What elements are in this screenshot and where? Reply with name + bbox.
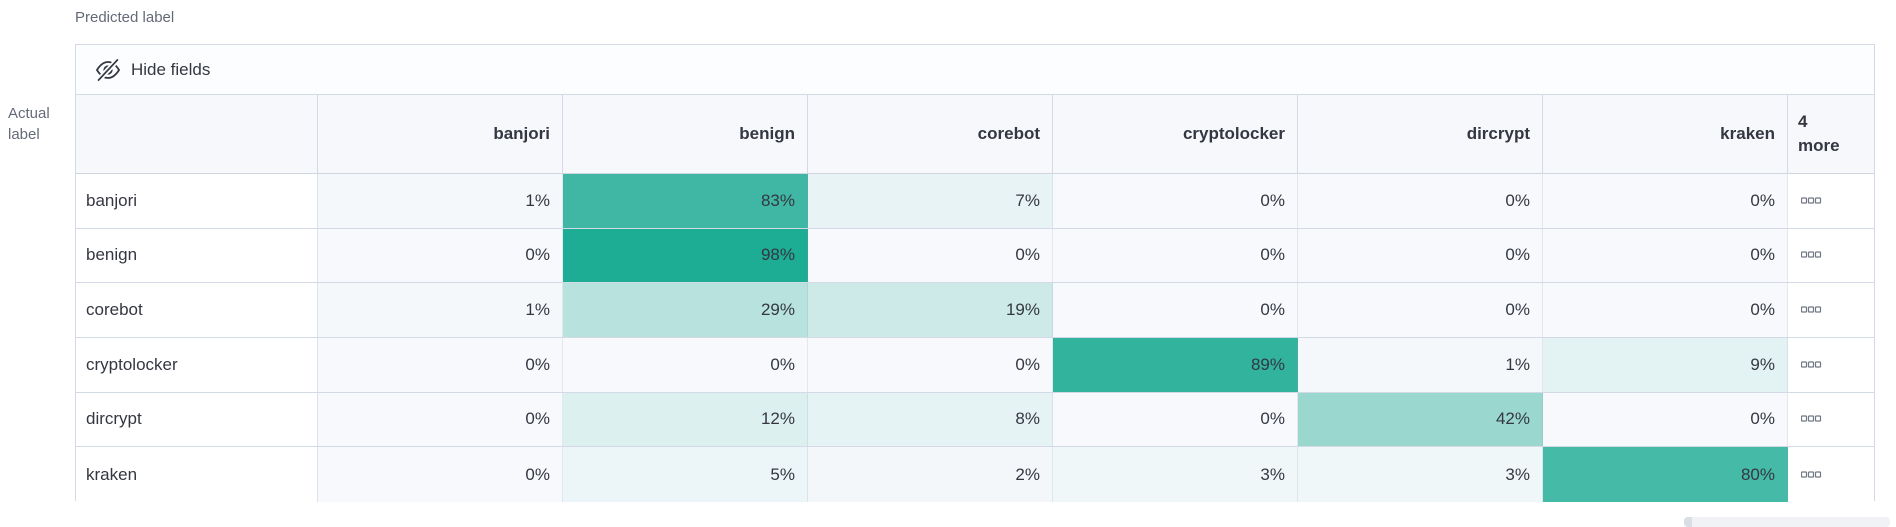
cell-dircrypt-dircrypt: 42% [1298,392,1543,447]
confusion-matrix-grid: Hide fields banjori benign corebot cryptolo… [75,44,1875,502]
matrix-row-benign: benign 0% 98% 0% 0% 0% 0% [76,228,1874,284]
cell-corebot-kraken: 0% [1543,283,1788,337]
cell-corebot-dircrypt: 0% [1298,283,1543,337]
row-label-benign: benign [76,228,318,283]
columns-more-header[interactable]: 4 more [1788,95,1874,173]
more-count: 4 [1798,112,1808,131]
grid-toolbar: Hide fields [76,45,1874,95]
cell-kraken-cryptolocker: 3% [1053,447,1298,502]
hide-fields-button[interactable]: Hide fields [95,57,210,83]
cell-dircrypt-benign: 12% [563,392,808,447]
eye-closed-icon [95,57,121,83]
cell-kraken-banjori: 0% [318,447,563,502]
row-actions-kraken[interactable] [1788,447,1874,502]
cell-dircrypt-banjori: 0% [318,392,563,447]
cell-dircrypt-cryptolocker: 0% [1053,392,1298,447]
row-actions-dircrypt[interactable] [1788,392,1874,447]
cell-cryptolocker-corebot: 0% [808,337,1053,392]
cell-banjori-dircrypt: 0% [1298,174,1543,228]
horizontal-scrollbar[interactable] [1684,517,1890,527]
boxes-horizontal-icon [1801,306,1822,314]
cell-dircrypt-corebot: 8% [808,392,1053,447]
row-actions-corebot[interactable] [1788,283,1874,337]
cell-corebot-corebot: 19% [808,283,1053,337]
cell-benign-banjori: 0% [318,228,563,283]
matrix-row-cryptolocker: cryptolocker 0% 0% 0% 89% 1% 9% [76,337,1874,393]
cell-cryptolocker-kraken: 9% [1543,337,1788,392]
actual-label-caption: Actual label [8,105,50,143]
cell-benign-cryptolocker: 0% [1053,228,1298,283]
matrix-row-banjori: banjori 1% 83% 7% 0% 0% 0% [76,174,1874,229]
cell-cryptolocker-banjori: 0% [318,337,563,392]
cell-kraken-corebot: 2% [808,447,1053,502]
cell-banjori-corebot: 7% [808,174,1053,228]
row-label-kraken: kraken [76,447,318,502]
matrix-row-dircrypt: dircrypt 0% 12% 8% 0% 42% 0% [76,392,1874,448]
cell-corebot-banjori: 1% [318,283,563,337]
grid-body: banjori 1% 83% 7% 0% 0% 0% benign 0% 98% 0% 0% 0% 0% c… [76,174,1874,502]
cell-kraken-kraken: 80% [1543,447,1788,502]
cell-cryptolocker-dircrypt: 1% [1298,337,1543,392]
scrollbar-thumb[interactable] [1684,517,1692,527]
cell-benign-corebot: 0% [808,228,1053,283]
cell-cryptolocker-benign: 0% [563,337,808,392]
cell-benign-benign: 98% [563,228,808,283]
row-label-cryptolocker: cryptolocker [76,337,318,392]
column-header-cryptolocker[interactable]: cryptolocker [1053,95,1298,173]
cell-kraken-benign: 5% [563,447,808,502]
cell-dircrypt-kraken: 0% [1543,392,1788,447]
cell-banjori-cryptolocker: 0% [1053,174,1298,228]
cell-benign-dircrypt: 0% [1298,228,1543,283]
boxes-horizontal-icon [1801,415,1822,423]
cell-banjori-benign: 83% [563,174,808,228]
cell-banjori-banjori: 1% [318,174,563,228]
row-actions-cryptolocker[interactable] [1788,337,1874,392]
column-header-benign[interactable]: benign [563,95,808,173]
cell-corebot-benign: 29% [563,283,808,337]
column-header-corebot[interactable]: corebot [808,95,1053,173]
row-actions-banjori[interactable] [1788,174,1874,228]
column-header-banjori[interactable]: banjori [318,95,563,173]
corner-header-cell [76,95,318,173]
boxes-horizontal-icon [1801,251,1822,259]
cell-cryptolocker-cryptolocker: 89% [1053,337,1298,392]
matrix-row-kraken: kraken 0% 5% 2% 3% 3% 80% [76,447,1874,502]
boxes-horizontal-icon [1801,361,1822,369]
grid-header-row: banjori benign corebot cryptolocker dircrypt… [76,95,1874,174]
matrix-row-corebot: corebot 1% 29% 19% 0% 0% 0% [76,283,1874,338]
boxes-horizontal-icon [1801,197,1822,205]
predicted-label-caption: Predicted label [75,9,175,26]
row-actions-benign[interactable] [1788,228,1874,283]
cell-corebot-cryptolocker: 0% [1053,283,1298,337]
row-label-dircrypt: dircrypt [76,392,318,447]
row-label-corebot: corebot [76,283,318,337]
row-label-banjori: banjori [76,174,318,228]
column-header-kraken[interactable]: kraken [1543,95,1788,173]
cell-kraken-dircrypt: 3% [1298,447,1543,502]
hide-fields-label: Hide fields [131,59,211,79]
more-label: more [1798,136,1840,155]
cell-benign-kraken: 0% [1543,228,1788,283]
cell-banjori-kraken: 0% [1543,174,1788,228]
column-header-dircrypt[interactable]: dircrypt [1298,95,1543,173]
boxes-horizontal-icon [1801,471,1822,479]
